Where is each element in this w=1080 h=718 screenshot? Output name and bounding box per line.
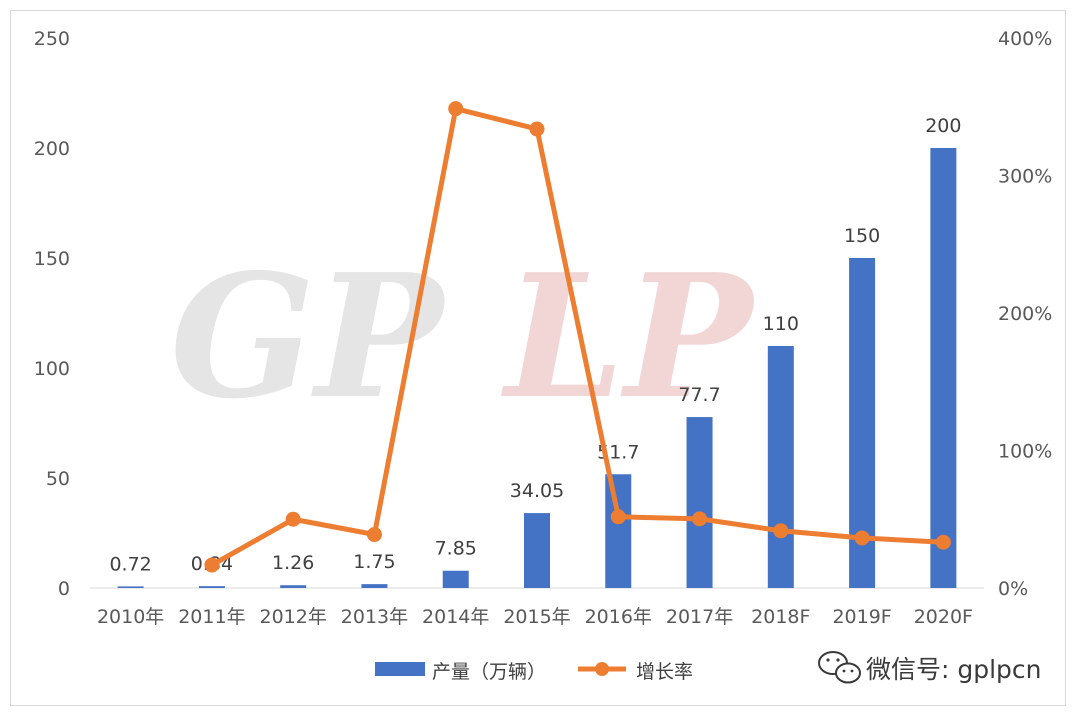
bar bbox=[280, 585, 307, 588]
legend-line-label: 增长率 bbox=[636, 661, 693, 683]
x-tick-label: 2012年 bbox=[260, 606, 327, 628]
right-axis: 400% 300% 200% 100% 0% bbox=[998, 28, 1052, 600]
growth-line bbox=[209, 106, 946, 568]
legend-bar-label: 产量（万辆） bbox=[432, 661, 546, 683]
x-tick-label: 2015年 bbox=[503, 606, 570, 628]
x-tick-label: 2013年 bbox=[341, 606, 408, 628]
x-tick-label: 2017年 bbox=[666, 606, 733, 628]
bar-data-label: 77.7 bbox=[678, 384, 720, 406]
y-tick-label: 150 bbox=[34, 248, 70, 270]
bar bbox=[767, 346, 794, 588]
x-tick-label: 2014年 bbox=[422, 606, 489, 628]
y-tick-label: 100 bbox=[34, 358, 70, 380]
bar-data-label: 110 bbox=[763, 313, 799, 335]
growth-point bbox=[773, 523, 789, 539]
bar-data-label: 1.26 bbox=[272, 552, 314, 574]
line-series bbox=[204, 101, 951, 573]
bar-data-label: 7.85 bbox=[435, 538, 477, 560]
y2-tick-label: 200% bbox=[998, 303, 1052, 325]
y-tick-label: 0 bbox=[58, 578, 70, 600]
wechat-tag: 微信号: gplpcn bbox=[818, 651, 1042, 684]
bar bbox=[605, 474, 632, 588]
left-axis: 250 200 150 100 50 0 bbox=[34, 28, 70, 600]
bar-data-label: 1.75 bbox=[353, 551, 395, 573]
x-tick-label: 2016年 bbox=[585, 606, 652, 628]
x-tick-label: 2020F bbox=[914, 606, 973, 628]
growth-point bbox=[285, 511, 301, 527]
bar bbox=[361, 584, 388, 588]
x-tick-label: 2011年 bbox=[178, 606, 245, 628]
y2-tick-label: 300% bbox=[998, 166, 1052, 188]
bar bbox=[442, 570, 469, 588]
y-tick-label: 250 bbox=[34, 28, 70, 50]
x-tick-label: 2018F bbox=[751, 606, 810, 628]
growth-point bbox=[692, 511, 708, 527]
growth-point bbox=[854, 530, 870, 546]
y2-tick-label: 100% bbox=[998, 441, 1052, 463]
growth-point bbox=[366, 527, 382, 543]
legend-line-marker bbox=[595, 662, 609, 676]
legend: 产量（万辆） 增长率 bbox=[375, 661, 693, 683]
bar bbox=[686, 417, 713, 588]
x-tick-label: 2010年 bbox=[97, 606, 164, 628]
bar bbox=[524, 513, 550, 588]
bar-series bbox=[117, 148, 957, 588]
y-tick-label: 200 bbox=[34, 138, 70, 160]
bar bbox=[198, 586, 225, 588]
wechat-icon bbox=[818, 651, 861, 684]
growth-point bbox=[935, 534, 951, 550]
watermark: GP LP bbox=[170, 237, 757, 437]
x-axis: 2010年 2011年 2012年 2013年 2014年 2015年 2016年 2017年… bbox=[97, 606, 973, 628]
bar bbox=[117, 586, 144, 588]
bar-data-label: 0.72 bbox=[109, 553, 151, 575]
growth-point bbox=[448, 101, 464, 117]
bar bbox=[930, 148, 957, 588]
bar-data-label: 34.05 bbox=[510, 480, 564, 502]
x-tick-label: 2019F bbox=[832, 606, 891, 628]
growth-point bbox=[529, 121, 545, 137]
bar-data-label: 150 bbox=[844, 225, 880, 247]
legend-bar-swatch bbox=[375, 662, 425, 676]
watermark-lp: LP bbox=[501, 237, 757, 437]
growth-point bbox=[204, 557, 220, 573]
y2-tick-label: 0% bbox=[998, 578, 1028, 600]
bar-data-label: 200 bbox=[925, 115, 961, 137]
wechat-id: 微信号: gplpcn bbox=[866, 655, 1042, 684]
growth-point bbox=[610, 509, 626, 525]
watermark-gp: GP bbox=[170, 237, 447, 437]
y-tick-label: 50 bbox=[46, 468, 70, 490]
y2-tick-label: 400% bbox=[998, 28, 1052, 50]
